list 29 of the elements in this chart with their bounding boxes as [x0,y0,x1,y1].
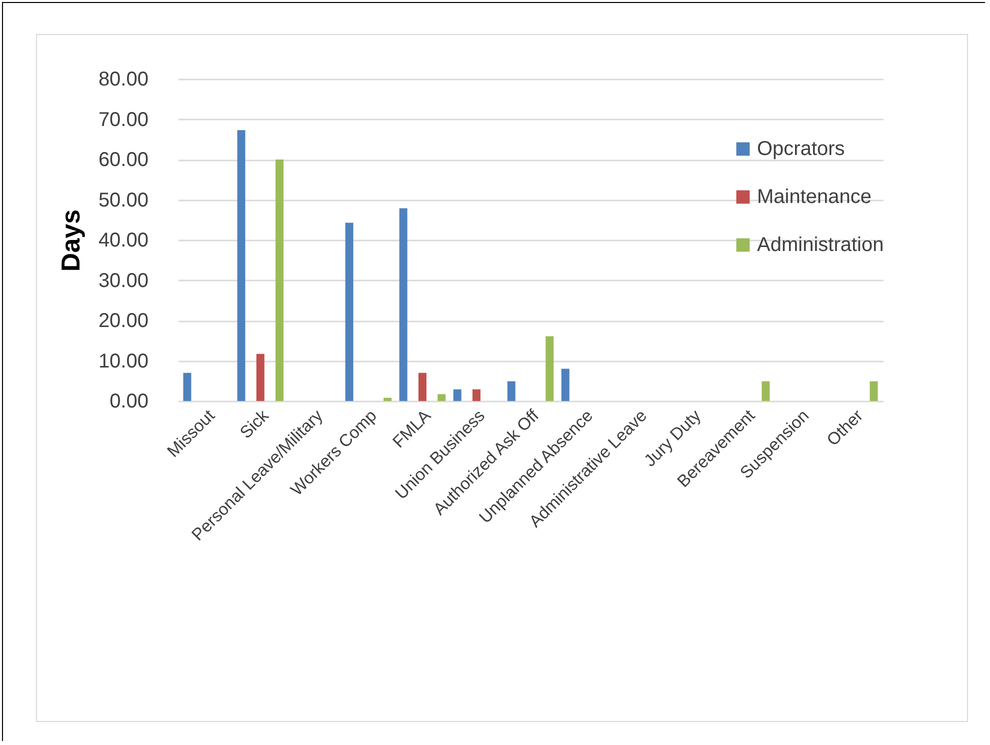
legend-label: Maintenance [757,186,872,208]
bar [507,381,516,401]
y-tick-label: 50.00 [98,189,148,212]
bar [418,372,426,401]
bar [256,354,264,401]
legend-label: Opcrators [757,138,845,160]
y-tick-label: 70.00 [98,108,148,131]
y-tick-label: 0.00 [110,390,148,412]
y-tick-label: 10.00 [98,350,148,372]
bar [453,389,462,401]
bar [870,381,878,401]
y-tick-label: 20.00 [98,310,148,332]
bar [399,208,408,401]
bar [183,372,192,401]
bar [384,398,392,401]
y-tick-label: 40.00 [98,230,148,252]
bar [561,368,570,401]
bar [472,389,480,401]
legend-label: Administration [757,234,884,256]
bar [546,336,554,401]
bar [345,222,354,401]
bar [237,130,246,401]
bar [762,381,770,401]
y-tick-label: 80.00 [98,68,148,90]
bar [438,394,446,401]
y-tick-label: 60.00 [98,149,148,171]
bar [276,160,284,401]
y-tick-label: 30.00 [98,270,148,292]
y-axis-title: Days [55,209,86,272]
